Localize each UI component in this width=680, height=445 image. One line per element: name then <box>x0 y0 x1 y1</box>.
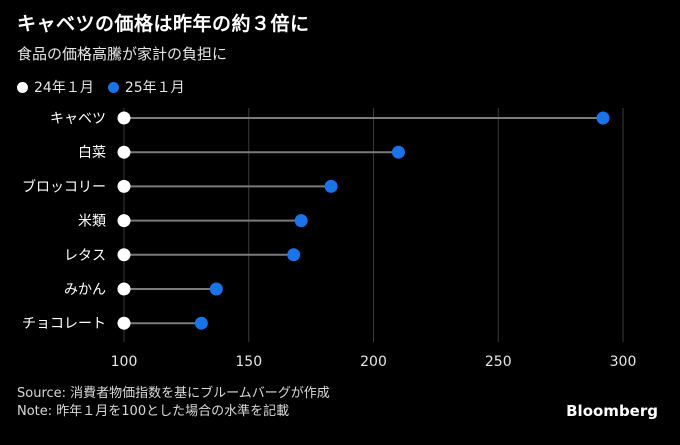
category-label: みかん <box>64 282 106 298</box>
legend-item-2024: 24年１月 <box>17 77 94 97</box>
chart-footer: Source: 消費者物価指数を基にブルームバーグが作成 Note: 昨年１月を… <box>17 385 330 421</box>
category-label: ブロッコリー <box>22 178 106 195</box>
dot-2025 <box>209 282 223 296</box>
category-label: 白菜 <box>78 145 106 161</box>
chart-title: キャベツの価格は昨年の約３倍に <box>17 13 310 35</box>
category-label: チョコレート <box>22 316 106 332</box>
legend-dot-blue <box>107 81 119 93</box>
dot-2024 <box>117 145 131 159</box>
category-label: レタス <box>64 248 106 264</box>
dumbbell-chart: 100 150 200 250 300 キャベツ白菜ブロッコリー米類レタスみかんチョコレー… <box>22 108 637 370</box>
dot-2025 <box>596 111 610 125</box>
dot-2024 <box>117 214 131 228</box>
dot-2025 <box>391 145 405 159</box>
dot-2024 <box>117 248 131 262</box>
category-label: キャベツ <box>50 111 106 127</box>
category-label: 米類 <box>78 214 106 230</box>
chart-subtitle: 食品の価格高騰が家計の負担に <box>17 45 228 63</box>
dot-2025 <box>324 179 338 193</box>
legend-label-2024: 24年１月 <box>34 80 94 96</box>
x-tick-label-250: 250 <box>485 354 512 370</box>
dot-2024 <box>117 179 131 193</box>
footnote: Note: 昨年１月を100とした場合の水準を記載 <box>17 404 290 419</box>
legend-dot-white <box>17 81 28 93</box>
x-tick-label-100: 100 <box>111 354 138 370</box>
dot-2025 <box>194 316 208 330</box>
source-note: Source: 消費者物価指数を基にブルームバーグが作成 <box>17 386 330 401</box>
dot-2024 <box>117 316 131 330</box>
x-tick-label-150: 150 <box>235 354 262 370</box>
dot-2024 <box>117 282 131 296</box>
bloomberg-logo: Bloomberg <box>566 402 658 420</box>
dot-2025 <box>287 248 301 262</box>
legend: 24年１月 25年１月 <box>17 77 199 97</box>
legend-item-2025: 25年１月 <box>107 77 185 97</box>
x-tick-label-300: 300 <box>610 354 637 370</box>
legend-label-2025: 25年１月 <box>124 80 185 96</box>
dot-2024 <box>117 111 131 125</box>
x-tick-label-200: 200 <box>360 354 387 370</box>
dot-2025 <box>294 214 308 228</box>
